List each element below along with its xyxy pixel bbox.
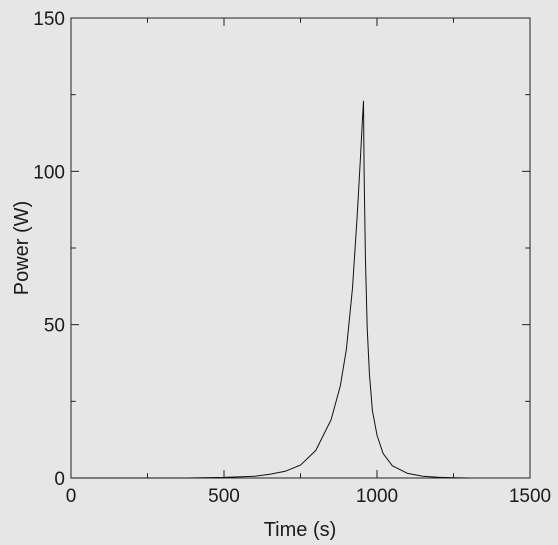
axis-ticks: [70, 17, 531, 479]
y-tick-label: 100: [33, 162, 65, 183]
y-tick-label: 150: [33, 9, 65, 30]
x-tick-label: 500: [208, 486, 240, 507]
y-axis-title: Power (W): [11, 201, 33, 295]
plot-area: [70, 17, 531, 479]
series-line: [71, 100, 469, 479]
y-tick-label: 50: [44, 316, 65, 337]
x-tick-label: 0: [66, 486, 77, 507]
x-tick-label: 1000: [356, 486, 398, 507]
x-axis-title: Time (s): [264, 519, 337, 541]
x-tick-label: 1500: [509, 486, 551, 507]
tick-labels: 0 500 1000 1500 0 50 100 150: [33, 9, 551, 507]
y-tick-label: 0: [54, 469, 65, 490]
